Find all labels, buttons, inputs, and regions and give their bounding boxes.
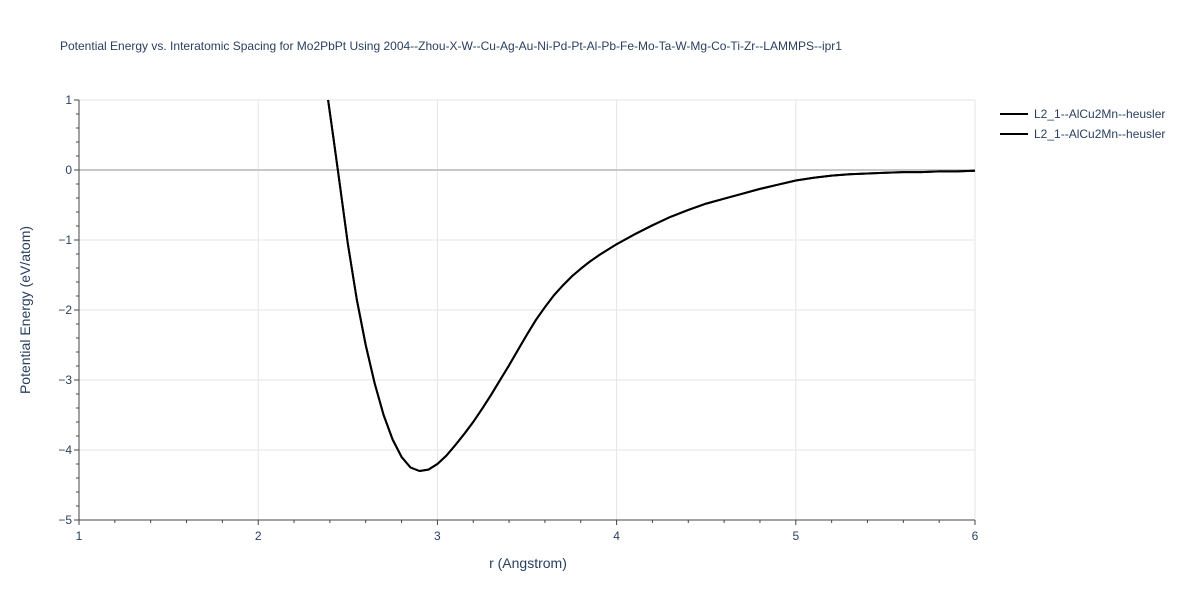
x-tick-label: 6 (972, 529, 979, 543)
x-tick-label: 1 (76, 529, 83, 543)
series-line-2 (327, 99, 976, 472)
legend-item[interactable]: L2_1--AlCu2Mn--heusler (1000, 107, 1165, 121)
y-tick-label: −1 (58, 233, 72, 247)
x-tick-label: 5 (792, 529, 799, 543)
legend-item[interactable]: L2_1--AlCu2Mn--heusler (1000, 127, 1165, 141)
legend-label: L2_1--AlCu2Mn--heusler (1034, 107, 1165, 121)
legend-label: L2_1--AlCu2Mn--heusler (1034, 127, 1165, 141)
chart-title: Potential Energy vs. Interatomic Spacing… (60, 39, 842, 53)
y-tick-label: 1 (65, 93, 72, 107)
x-tick-label: 2 (255, 529, 262, 543)
y-tick-label: −4 (58, 443, 72, 457)
x-tick-label: 3 (434, 529, 441, 543)
grid (79, 99, 976, 520)
y-tick-label: −5 (58, 513, 72, 527)
y-tick-label: −2 (58, 303, 72, 317)
y-tick-label: −3 (58, 373, 72, 387)
x-tick-label: 4 (613, 529, 620, 543)
y-axis-title: Potential Energy (eV/atom) (17, 226, 33, 394)
legend[interactable]: L2_1--AlCu2Mn--heusler L2_1--AlCu2Mn--heu… (1000, 107, 1165, 141)
x-axis-title: r (Angstrom) (489, 555, 567, 571)
y-tick-label: 0 (65, 163, 72, 177)
axes: 1 2 3 4 5 6 −5 −4 −3 −2 −1 0 1 (58, 93, 978, 543)
series-layer (327, 99, 976, 472)
